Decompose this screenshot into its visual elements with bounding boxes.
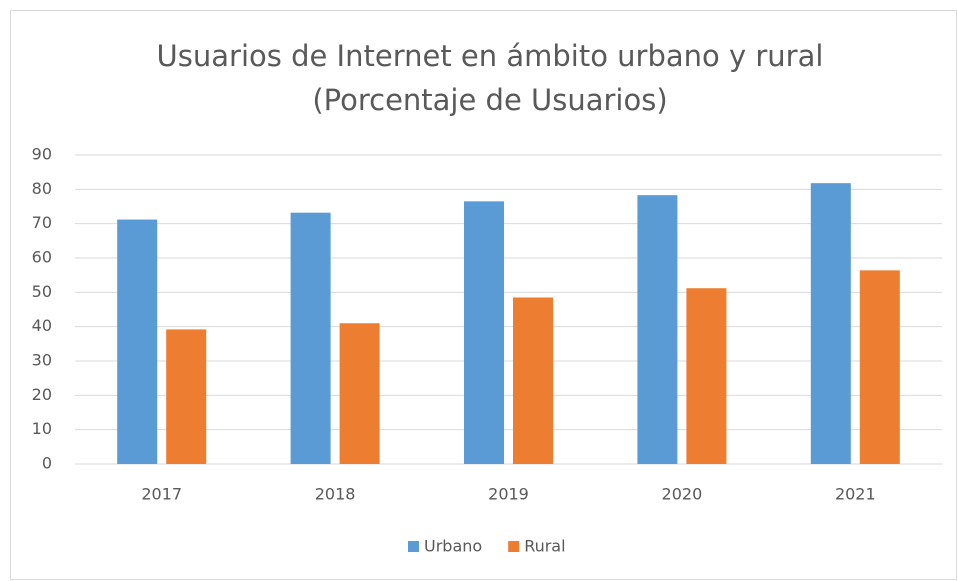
legend-swatch: [408, 541, 419, 552]
bar: [513, 297, 553, 464]
y-tick-label: 90: [32, 145, 52, 164]
bar: [810, 183, 851, 465]
legend-label: Urbano: [424, 537, 482, 556]
bar: [166, 329, 207, 464]
y-tick-label: 80: [32, 179, 52, 198]
y-tick-label: 40: [32, 316, 52, 335]
x-tick-label: 2019: [488, 485, 529, 504]
y-tick-label: 70: [32, 213, 52, 232]
legend-swatch: [508, 541, 520, 552]
x-tick-label: 2020: [662, 485, 703, 504]
bar: [686, 288, 727, 464]
y-tick-label: 10: [32, 419, 52, 438]
bar: [117, 219, 158, 464]
bar: [290, 212, 331, 464]
y-tick-label: 50: [32, 282, 52, 301]
y-tick-label: 60: [32, 248, 52, 267]
chart-title: Usuarios de Internet en ámbito urbano y …: [157, 39, 824, 73]
bar: [464, 201, 504, 464]
bar: [859, 270, 900, 464]
y-tick-label: 30: [32, 351, 52, 370]
x-tick-label: 2018: [315, 485, 356, 504]
y-tick-label: 20: [32, 385, 52, 404]
legend-label: Rural: [524, 537, 565, 556]
x-tick-label: 2021: [835, 485, 876, 504]
bar: [339, 323, 380, 464]
chart-subtitle: (Porcentaje de Usuarios): [312, 83, 667, 117]
bar: [637, 195, 678, 465]
y-tick-label: 0: [42, 454, 52, 473]
x-tick-label: 2017: [141, 485, 182, 504]
